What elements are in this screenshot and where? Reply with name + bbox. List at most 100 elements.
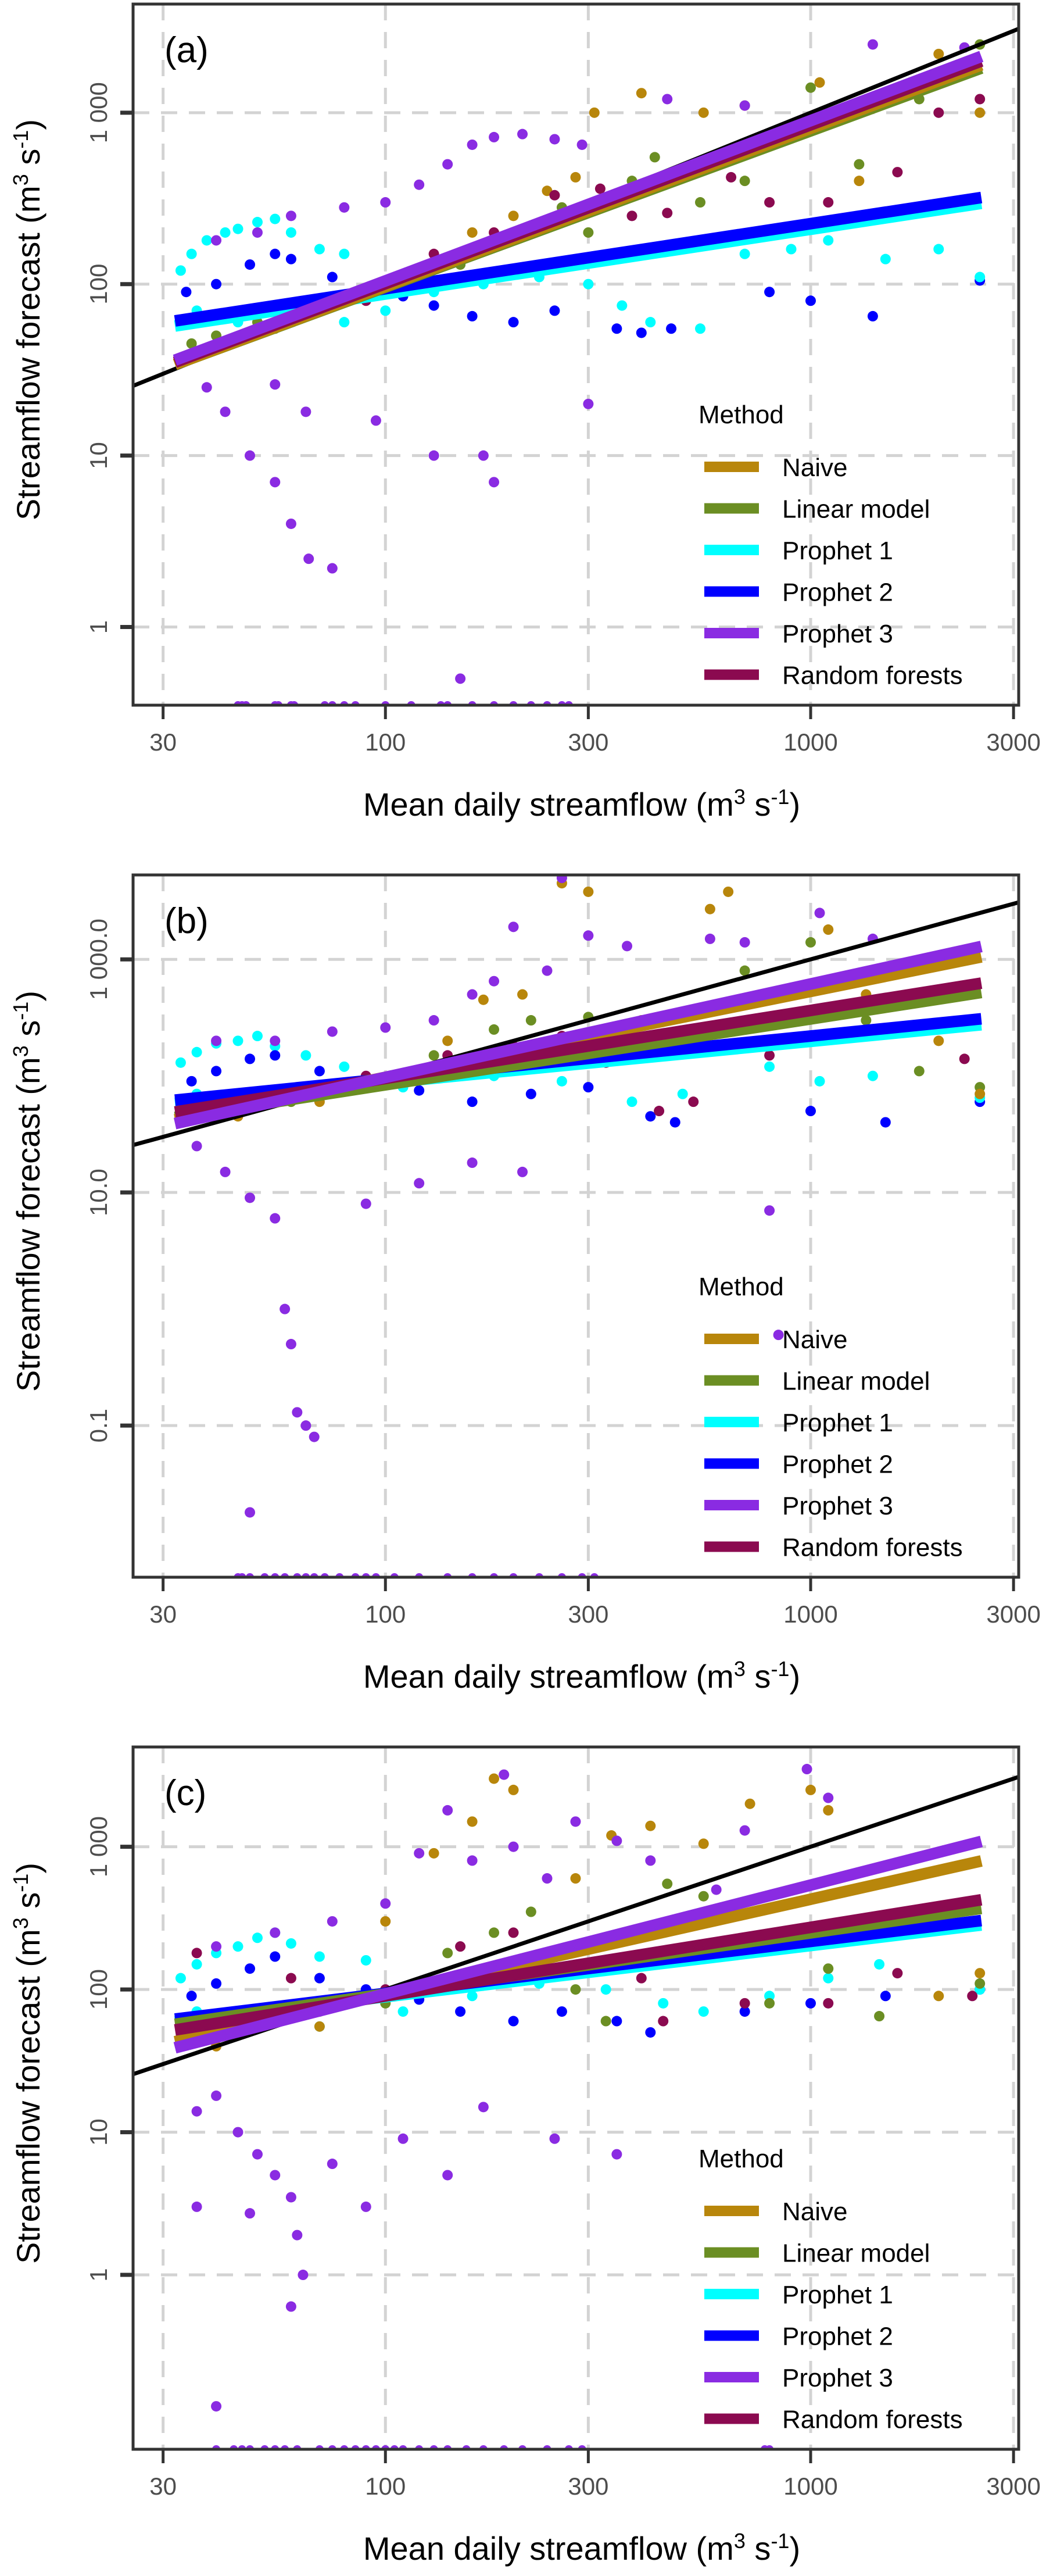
y-tick-label: 1 000 [85,82,112,143]
x-axis-title: Mean daily streamflow (m3 s-1) [363,2529,800,2567]
data-point-prophet-3 [270,1927,281,1938]
data-point-prophet-3 [292,2230,303,2241]
data-point-prophet-2 [285,253,296,265]
legend-item: Naive [704,453,848,482]
y-tick-label: 1 000 [85,1816,112,1877]
legend-item: Naive [704,1325,848,1354]
data-point-naive [508,210,519,221]
data-point-prophet-2 [245,1053,256,1064]
data-point-linear-model [600,2016,611,2027]
plot-area [133,1764,1019,2449]
data-point-prophet-3 [622,941,633,952]
plot-area [133,875,1019,1577]
data-point-prophet-3 [478,2102,489,2113]
data-point-prophet-2 [211,278,222,290]
legend-key-prophet-2 [704,1458,759,1469]
data-point-prophet-3 [517,1166,528,1177]
data-point-prophet-3 [370,415,381,426]
data-point-prophet-1 [285,227,296,238]
data-point-prophet-3 [270,1213,281,1224]
data-point-prophet-1 [764,1061,775,1072]
data-point-prophet-1 [677,1088,688,1099]
data-point-random-forests [764,197,775,208]
data-point-prophet-3 [442,159,453,170]
legend-key-random-forests [704,2413,759,2424]
legend-item: Prophet 1 [704,2281,893,2309]
data-point-prophet-3 [397,2133,409,2144]
legend-item: Prophet 3 [704,1492,893,1520]
x-tick-label: 1000 [783,2473,837,2500]
y-tick-label: 1 000.0 [85,919,112,1000]
data-point-prophet-3 [428,450,439,461]
panel-label: (a) [164,30,209,70]
data-point-prophet-3 [191,1141,202,1152]
data-point-prophet-2 [181,287,192,298]
data-point-random-forests [549,190,560,201]
data-point-linear-model [854,159,865,170]
data-point-prophet-1 [467,1991,478,2002]
panel-label: (b) [164,901,209,941]
data-point-prophet-3 [467,1855,478,1866]
data-point-prophet-3 [662,94,673,105]
data-point-naive [933,1035,944,1046]
data-point-prophet-3 [467,139,478,150]
data-point-prophet-3 [327,2159,338,2170]
data-point-prophet-3 [442,1805,453,1816]
legend-label: Prophet 3 [782,1492,893,1520]
legend-key-naive [704,2206,759,2216]
data-point-naive [508,1784,519,1795]
data-point-prophet-2 [867,310,878,321]
data-point-linear-model [698,1891,709,1902]
data-point-prophet-1 [186,248,197,259]
data-point-prophet-1 [191,1959,202,1970]
y-axis-title: Streamflow forecast (m3 s-1) [9,119,47,520]
data-point-prophet-1 [933,244,944,255]
data-point-prophet-1 [380,305,391,316]
data-point-prophet-3 [220,406,231,417]
data-point-prophet-3 [764,1205,775,1216]
data-point-prophet-2 [414,1085,425,1096]
data-point-prophet-2 [764,287,775,298]
data-point-linear-model [805,937,816,948]
legend-title: Method [698,401,784,429]
data-point-prophet-2 [611,2016,622,2027]
data-point-naive [823,924,834,935]
data-point-random-forests [975,94,986,105]
data-point-random-forests [959,1053,970,1064]
data-point-prophet-2 [805,1998,816,2009]
x-tick-label: 30 [149,1600,177,1628]
data-point-random-forests [739,1998,750,2009]
legend: Method Naive Linear model Prophet 1 Prophet … [698,1273,963,1562]
data-point-prophet-2 [270,248,281,259]
y-tick-label: 100 [85,1969,112,2010]
data-point-prophet-3 [489,477,500,488]
data-point-prophet-1 [695,323,706,334]
data-point-naive [933,48,944,59]
legend-item: Prophet 1 [704,537,893,565]
legend-key-prophet-2 [704,586,759,597]
data-point-prophet-3 [327,1916,338,1927]
data-point-prophet-3 [867,39,878,50]
data-point-prophet-3 [739,937,750,948]
data-point-linear-model [914,1066,925,1077]
data-point-prophet-3 [611,1835,622,1846]
y-axis-title: Streamflow forecast (m3 s-1) [9,991,47,1392]
data-point-prophet-1 [786,244,797,255]
data-point-prophet-1 [600,1984,611,1995]
legend-key-prophet-3 [704,2372,759,2382]
data-point-prophet-3 [298,2270,309,2281]
data-point-random-forests [933,107,944,118]
data-point-naive [428,1848,439,1859]
legend-item: Prophet 1 [704,1409,893,1437]
data-point-prophet-1 [764,1991,775,2002]
x-tick-label: 1000 [783,1600,837,1628]
data-point-prophet-3 [309,1431,320,1442]
data-point-prophet-3 [814,908,825,919]
y-axis-title: Streamflow forecast (m3 s-1) [9,1863,47,2264]
data-point-random-forests [892,1968,903,1979]
data-point-naive [975,1968,986,1979]
legend-title: Method [698,1273,784,1301]
data-point-prophet-3 [711,1884,722,1895]
legend-key-linear-model [704,503,759,514]
data-point-prophet-3 [285,1339,296,1350]
